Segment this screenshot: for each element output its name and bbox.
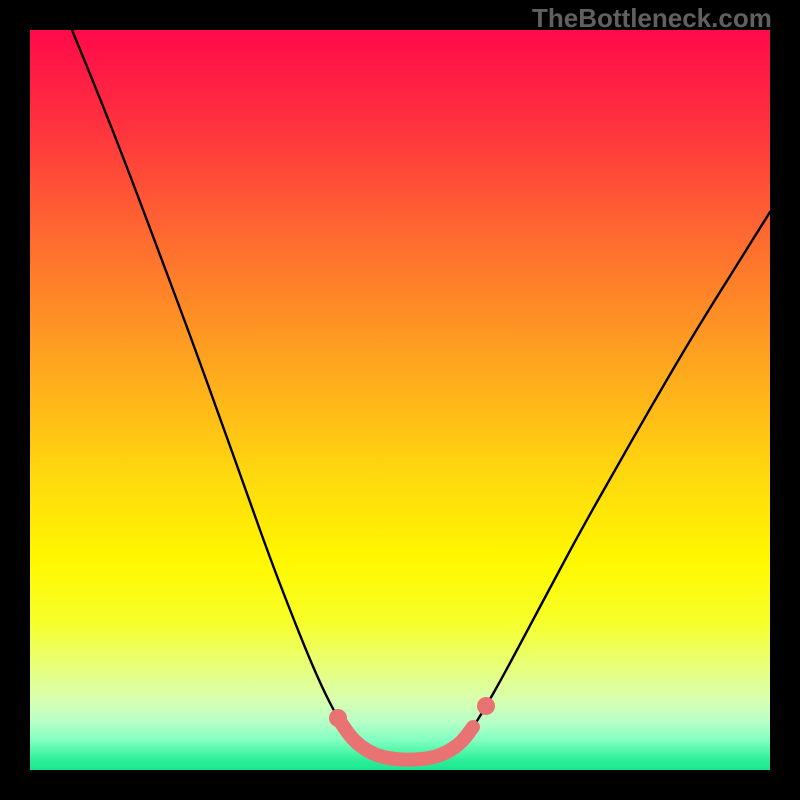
highlight-marker-left [329, 709, 347, 727]
highlight-marker-right [477, 697, 495, 715]
bottleneck-chart [30, 30, 770, 770]
chart-svg [30, 30, 770, 770]
chart-background [30, 30, 770, 770]
watermark-text: TheBottleneck.com [532, 3, 772, 34]
